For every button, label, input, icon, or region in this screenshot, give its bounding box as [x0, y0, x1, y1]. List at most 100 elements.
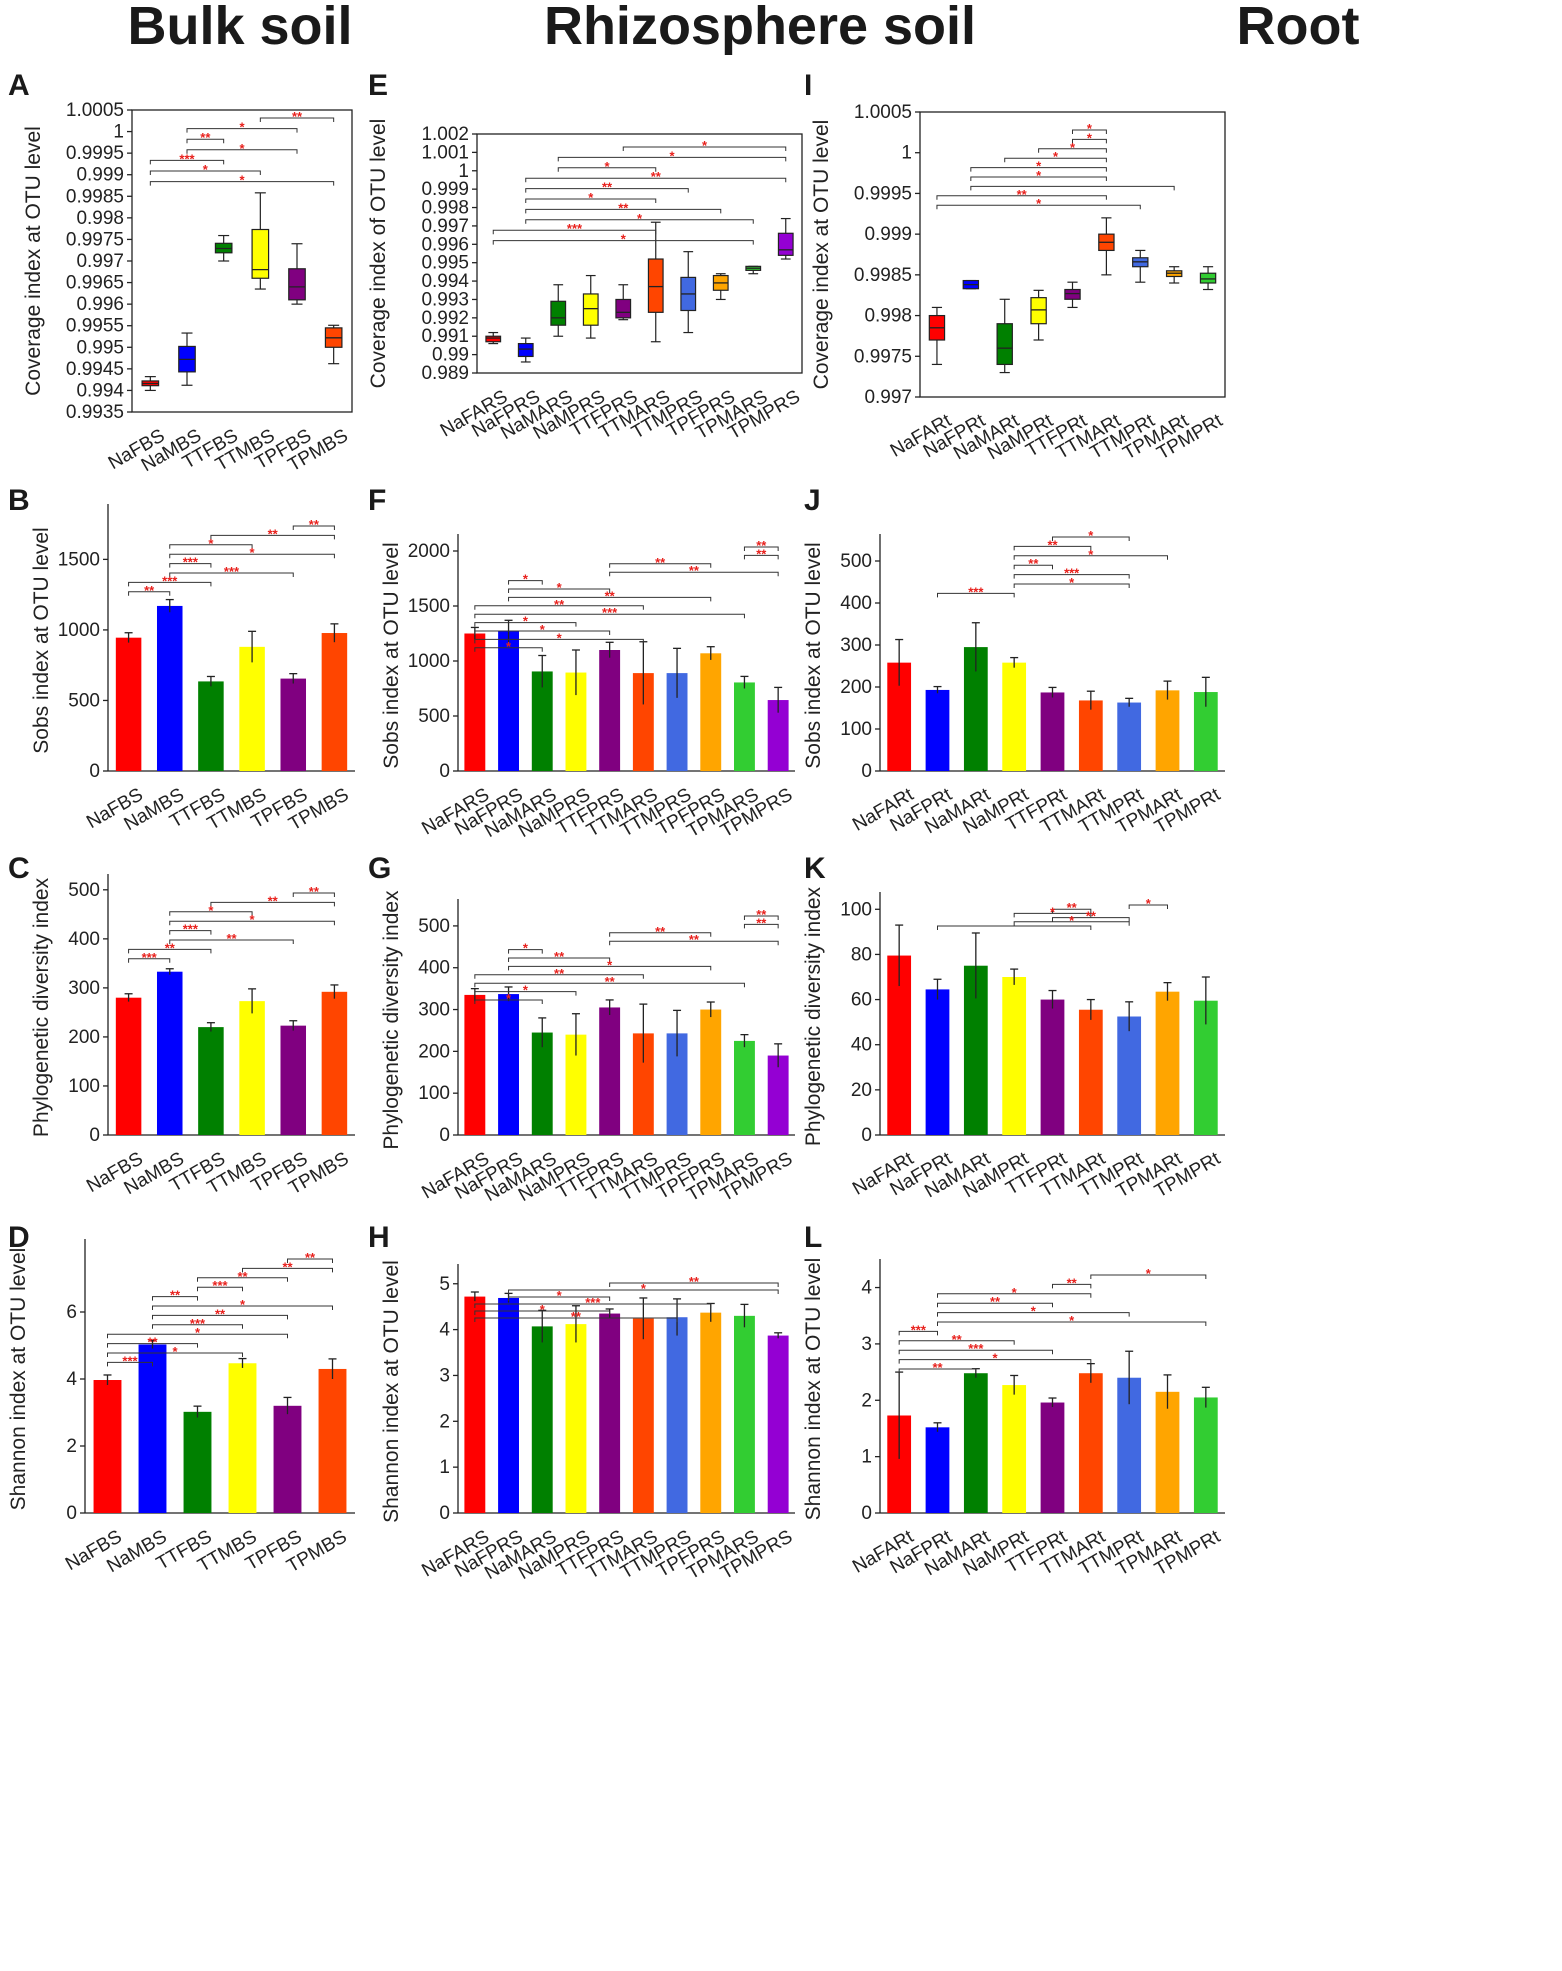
significance-stars: * [641, 1281, 647, 1296]
significance-stars: * [239, 173, 245, 188]
bar-NaMPRt [1002, 662, 1027, 771]
significance-bracket [937, 1293, 1092, 1298]
y-tick-label: 40 [851, 1035, 872, 1056]
significance-stars: *** [179, 151, 195, 166]
y-tick-label: 3 [861, 1334, 872, 1355]
bar-NaMBS [156, 971, 183, 1135]
significance-bracket [169, 572, 294, 577]
significance-bracket [169, 930, 212, 935]
significance-stars: *** [183, 922, 199, 937]
y-axis-label: Coverage index of OTU level [367, 119, 390, 389]
significance-bracket [1013, 545, 1092, 551]
significance-stars: ** [1067, 1275, 1078, 1290]
y-tick-label: 300 [68, 978, 100, 999]
significance-stars: * [607, 957, 613, 972]
y-tick-label: 0.994 [76, 380, 124, 401]
y-tick-label: 1.0005 [66, 100, 124, 121]
y-tick-label: 0.995 [421, 253, 469, 274]
bar-TTFPRt [1040, 692, 1065, 771]
bar-TPMARt [1155, 690, 1180, 771]
significance-bracket [1052, 1283, 1092, 1289]
significance-bracket [609, 932, 712, 937]
significance-stars: * [1053, 149, 1059, 164]
y-tick-label: 4 [861, 1278, 872, 1299]
y-tick-label: 6 [66, 1302, 77, 1323]
panel-k: K 0 20 40 60 80 100 Phylogenetic diversity inde… [802, 852, 1225, 1202]
y-tick-label: 1 [458, 161, 469, 182]
significance-bracket [107, 1333, 288, 1339]
significance-stars: * [1031, 1304, 1037, 1319]
y-tick-label: 400 [840, 593, 872, 614]
bar-TPMBS [321, 991, 348, 1135]
significance-bracket [474, 630, 611, 635]
panel-letter: G [368, 852, 391, 885]
significance-bracket [937, 925, 1092, 930]
significance-bracket [169, 563, 212, 568]
significance-stars: * [523, 983, 529, 998]
y-tick-label: 80 [851, 944, 872, 965]
bar-TPMBS [321, 633, 348, 771]
significance-bracket [128, 591, 171, 596]
significance-bracket [508, 965, 712, 971]
significance-bracket [898, 1330, 938, 1336]
significance-bracket [169, 911, 253, 916]
significance-bracket [474, 991, 577, 996]
y-tick-label: 0.997 [864, 387, 912, 408]
significance-stars: ** [170, 1288, 181, 1303]
significance-stars: *** [122, 1353, 138, 1368]
significance-stars: * [506, 639, 512, 654]
significance-bracket [525, 177, 787, 183]
bar-TTMBS [228, 1363, 257, 1513]
y-tick-label: 3 [439, 1365, 450, 1386]
bar-NaFBS [115, 637, 142, 771]
significance-bracket [474, 605, 644, 610]
significance-stars: ** [1028, 556, 1039, 571]
significance-stars: ** [952, 1332, 963, 1347]
significance-bracket [609, 563, 712, 568]
significance-bracket [1013, 583, 1130, 588]
significance-stars: * [240, 1297, 246, 1312]
y-axis-label: Phylogenetic diversity index [380, 890, 403, 1150]
significance-stars: ** [554, 949, 565, 964]
bar-NaFARS [464, 1296, 486, 1513]
significance-stars: * [1070, 140, 1076, 155]
y-tick-label: 5 [439, 1274, 450, 1295]
significance-bracket [107, 1343, 198, 1348]
significance-stars: ** [756, 546, 767, 561]
y-tick-label: 0.997 [76, 251, 124, 272]
significance-stars: ** [305, 1250, 316, 1265]
significance-bracket [474, 974, 644, 979]
significance-stars: * [604, 159, 610, 174]
significance-bracket [1013, 555, 1168, 560]
y-tick-label: 0 [439, 761, 450, 782]
significance-bracket [186, 138, 225, 144]
significance-bracket [474, 999, 543, 1004]
significance-stars: *** [911, 1322, 927, 1337]
bar-NaFPRS [498, 631, 519, 771]
y-tick-label: 0.9975 [854, 346, 912, 367]
significance-stars: *** [224, 564, 240, 579]
significance-stars: ** [292, 109, 303, 124]
significance-bracket [557, 156, 787, 162]
panel-e: E 0.9890.990.9910.9920.9930.9940.9950.996… [367, 69, 804, 444]
y-tick-label: 2 [439, 1411, 450, 1432]
significance-bracket [292, 892, 335, 897]
significance-bracket [508, 596, 712, 602]
panel-letter: J [804, 484, 821, 517]
y-tick-label: 60 [851, 990, 872, 1011]
significance-stars: *** [212, 1278, 228, 1293]
box-TTMARS [647, 258, 664, 313]
significance-bracket [169, 553, 335, 559]
y-tick-label: 1 [113, 122, 124, 143]
bar-NaFBS [93, 1380, 122, 1513]
bar-TTMARS [632, 1318, 654, 1513]
bar-TTMPRS [666, 1317, 688, 1513]
bar-TTMBS [239, 646, 265, 771]
significance-bracket [152, 1305, 333, 1310]
y-axis-label: Phylogenetic diversity index [30, 877, 53, 1137]
bar-TTMBS [239, 1001, 265, 1135]
significance-stars: ** [237, 1269, 248, 1284]
y-tick-label: 0.989 [421, 363, 469, 384]
y-tick-label: 0 [89, 1125, 100, 1146]
